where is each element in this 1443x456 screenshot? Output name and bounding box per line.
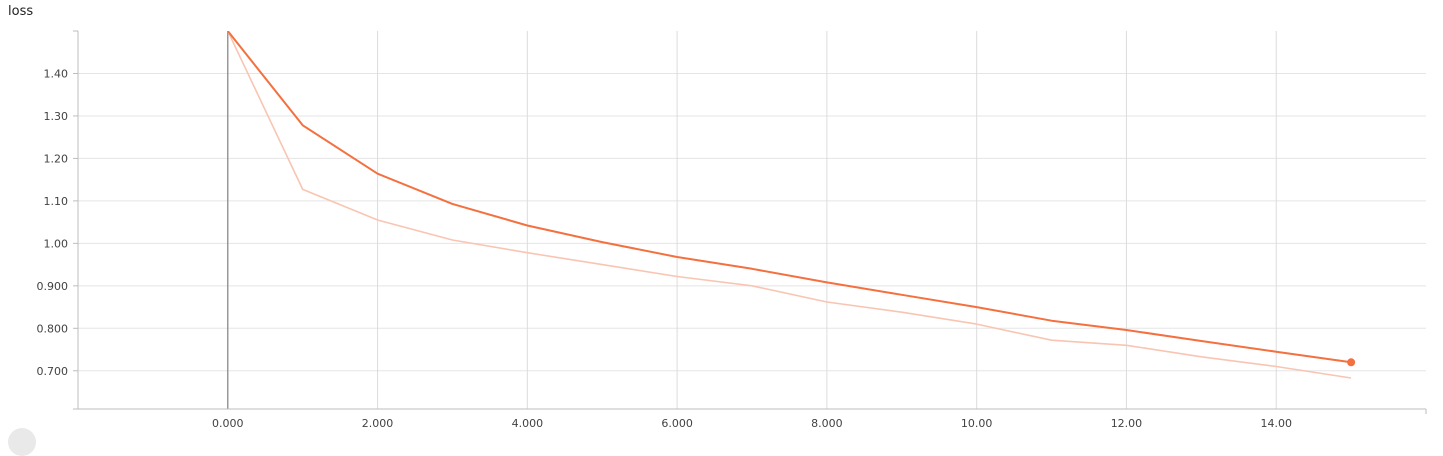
- smoothed-loss-line: [227, 31, 1352, 364]
- x-tick-label: 0.000: [212, 417, 244, 430]
- grid: [78, 31, 1426, 409]
- x-tick-label: 6.000: [661, 417, 693, 430]
- y-tick-label: 1.30: [44, 110, 69, 123]
- y-tick-labels: 0.700 0.800 0.900 1.00 1.10 1.20 1.30 1.40: [37, 67, 69, 377]
- y-tick-label: 0.900: [37, 280, 69, 293]
- y-tick-label: 1.20: [44, 152, 69, 165]
- last-point-marker: [1347, 358, 1356, 367]
- x-tick-label: 14.00: [1260, 417, 1292, 430]
- y-tick-label: 1.00: [44, 237, 69, 250]
- x-tick-label: 10.00: [961, 417, 993, 430]
- corner-toggle-button[interactable]: [8, 428, 36, 456]
- chart-title: loss: [8, 4, 34, 19]
- x-tick-label: 4.000: [512, 417, 544, 430]
- x-tick-labels: 0.000 2.000 4.000 6.000 8.000 10.00 12.00 14.00: [212, 417, 1292, 430]
- x-tick-label: 8.000: [811, 417, 843, 430]
- loss-chart: 0.000 2.000 4.000 6.000 8.000 10.00 12.00 14.00…: [37, 30, 1427, 430]
- y-tick-label: 1.40: [44, 67, 69, 80]
- series-lines: [227, 31, 1356, 379]
- y-tick-label: 0.800: [37, 322, 69, 335]
- raw-loss-line: [227, 31, 1352, 379]
- y-tick-label: 1.10: [44, 195, 69, 208]
- axes: [73, 30, 1427, 414]
- x-tick-label: 2.000: [362, 417, 394, 430]
- x-tick-label: 12.00: [1111, 417, 1143, 430]
- y-tick-label: 0.700: [37, 365, 69, 378]
